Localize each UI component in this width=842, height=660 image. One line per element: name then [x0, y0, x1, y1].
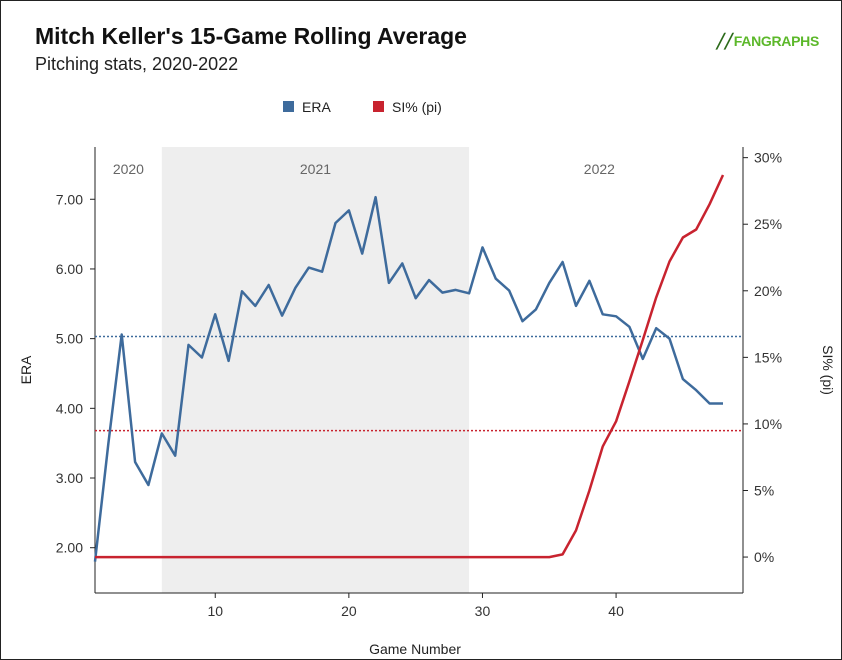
- x-tick-label: 40: [608, 603, 624, 619]
- fangraphs-logo-mark: ╱╱: [716, 33, 734, 49]
- fangraphs-logo-text: FANGRAPHS: [733, 33, 820, 49]
- chart-subtitle: Pitching stats, 2020-2022: [35, 54, 239, 74]
- x-tick-label: 20: [341, 603, 357, 619]
- season-band-2021: [161, 147, 470, 593]
- season-label-2021: 2021: [300, 161, 331, 177]
- left-tick-label: 5.00: [56, 331, 83, 347]
- legend-label-si: SI% (pi): [392, 99, 442, 115]
- x-tick-label: 10: [207, 603, 223, 619]
- right-tick-label: 15%: [754, 349, 782, 365]
- fangraphs-logo: ╱╱FANGRAPHS: [716, 33, 820, 50]
- legend-label-era: ERA: [302, 99, 331, 115]
- left-tick-label: 6.00: [56, 261, 83, 277]
- season-label-2020: 2020: [113, 161, 144, 177]
- right-tick-label: 25%: [754, 216, 782, 232]
- right-tick-label: 10%: [754, 416, 782, 432]
- left-tick-label: 7.00: [56, 191, 83, 207]
- legend-swatch-era: [283, 101, 294, 112]
- season-label-2022: 2022: [584, 161, 615, 177]
- right-tick-label: 0%: [754, 549, 774, 565]
- x-axis-label: Game Number: [369, 641, 461, 657]
- series-line-era: [93, 195, 723, 562]
- chart-title: Mitch Keller's 15-Game Rolling Average: [35, 23, 467, 49]
- series-line-si: [95, 174, 725, 559]
- x-tick-label: 30: [475, 603, 491, 619]
- right-tick-label: 5%: [754, 482, 774, 498]
- legend-swatch-si: [373, 101, 384, 112]
- right-axis-label: SI% (pi): [820, 345, 836, 395]
- right-tick-label: 30%: [754, 150, 782, 166]
- left-tick-label: 4.00: [56, 400, 83, 416]
- left-tick-label: 3.00: [56, 470, 83, 486]
- left-axis-label: ERA: [18, 355, 34, 384]
- left-tick-label: 2.00: [56, 540, 83, 556]
- right-tick-label: 20%: [754, 283, 782, 299]
